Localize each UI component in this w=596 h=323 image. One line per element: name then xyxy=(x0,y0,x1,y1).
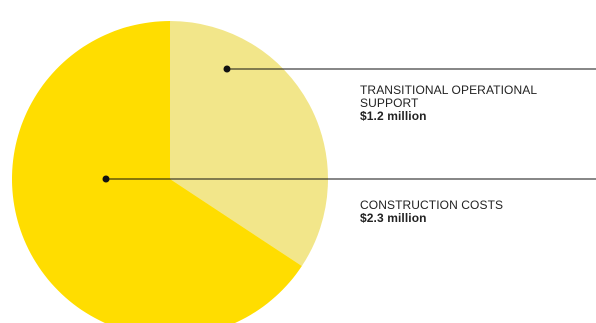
leader-dot-1 xyxy=(223,65,231,73)
pie-slices xyxy=(11,21,328,323)
category-label: CONSTRUCTION COSTS xyxy=(360,198,504,212)
pie-slice-2 xyxy=(11,21,302,323)
leader-dot-2 xyxy=(102,175,110,183)
category-label: TRANSITIONAL OPERATIONAL SUPPORT xyxy=(360,83,537,110)
value-label: $1.2 million xyxy=(360,109,427,123)
callout-leaders xyxy=(102,65,596,183)
callout-label-construction-costs: CONSTRUCTION COSTS $2.3 million xyxy=(360,199,590,225)
callout-label-transitional-operational-support: TRANSITIONAL OPERATIONAL SUPPORT $1.2 mi… xyxy=(360,84,590,123)
value-label: $2.3 million xyxy=(360,211,427,225)
pie-slice-1 xyxy=(170,21,328,267)
